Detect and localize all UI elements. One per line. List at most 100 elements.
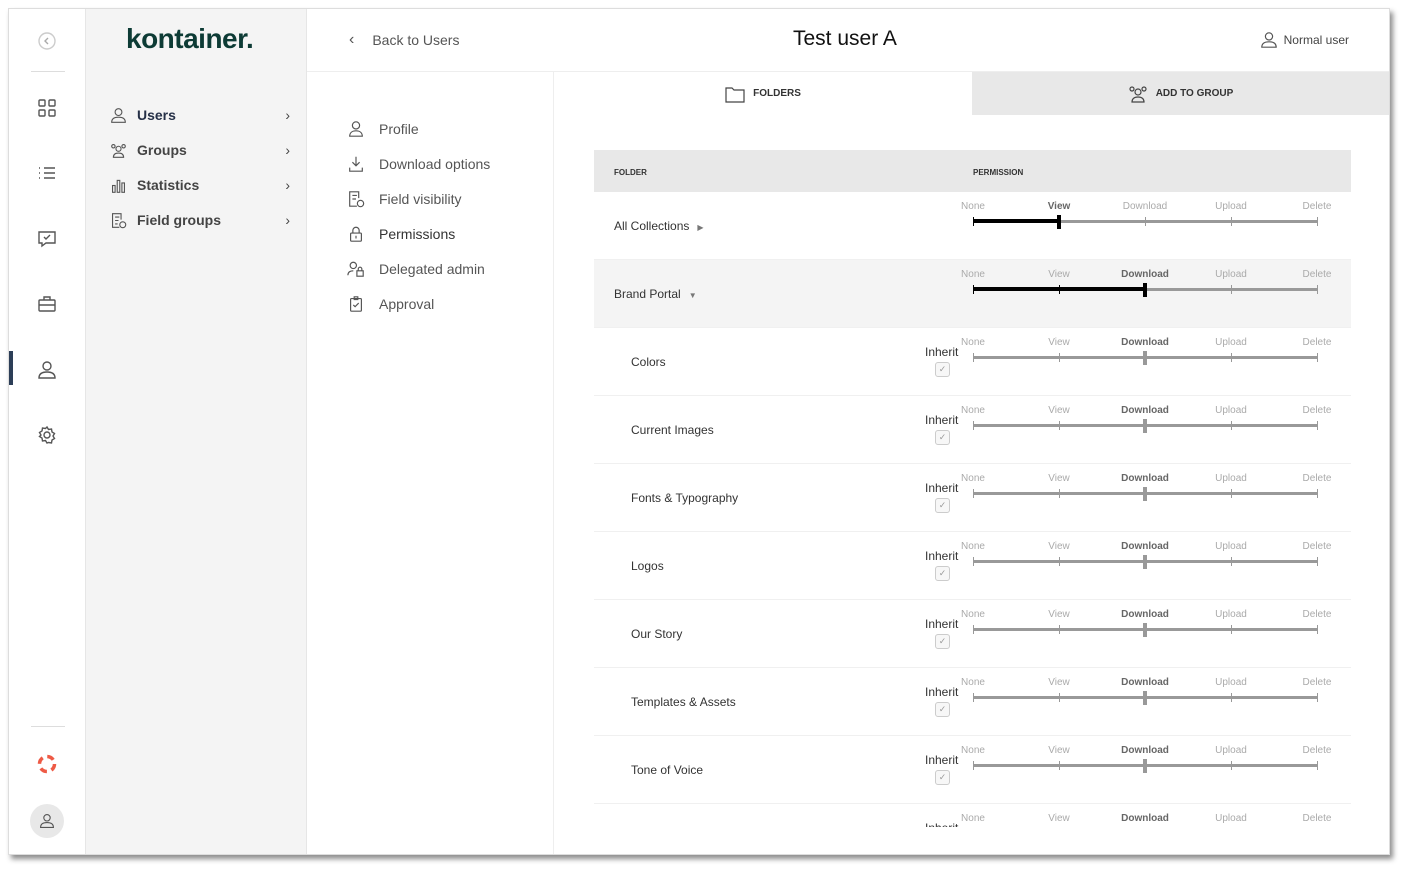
slider-tick [973, 693, 974, 702]
submenu-delegated-admin[interactable]: Delegated admin [347, 258, 485, 280]
level-label: None [961, 269, 985, 280]
submenu-permissions[interactable]: Permissions [347, 223, 455, 245]
slider-tick [973, 285, 974, 294]
slider-tick [1231, 625, 1232, 634]
user-icon[interactable] [35, 358, 59, 382]
permission-slider-thumb[interactable] [1143, 759, 1147, 773]
list-icon[interactable] [35, 161, 59, 185]
level-label: Upload [1215, 269, 1247, 280]
inherit-label: Inherit [925, 821, 958, 827]
level-label: None [961, 201, 985, 212]
sidebar-item-statistics[interactable]: Statistics › [110, 173, 290, 197]
folder-name: Logos [631, 559, 664, 573]
help-lifebuoy-icon[interactable] [35, 752, 59, 776]
chevron-left-icon: ‹ [349, 31, 355, 48]
submenu-download-options[interactable]: Download options [347, 153, 490, 175]
inherit-checkbox[interactable]: ✓ [935, 430, 950, 445]
submenu-approval[interactable]: Approval [347, 293, 434, 315]
permission-slider-thumb[interactable] [1143, 283, 1147, 297]
chevron-right-icon: › [285, 177, 290, 193]
sidebar-item-field-groups[interactable]: Field groups › [110, 208, 290, 232]
folder-label: Brand Portal [614, 287, 681, 301]
permission-slider-thumb[interactable] [1057, 215, 1061, 229]
slider-tick [1317, 285, 1318, 294]
submenu-profile[interactable]: Profile [347, 118, 419, 140]
level-label: Download [1122, 201, 1168, 212]
permission-slider-thumb[interactable] [1143, 623, 1147, 637]
user-type-badge: Normal user [1260, 31, 1349, 49]
inherit-label: Inherit [925, 617, 959, 631]
submenu-label: Delegated admin [379, 261, 485, 277]
slider-tick [1317, 693, 1318, 702]
permission-slider-fill [973, 219, 1059, 223]
permission-slider-thumb[interactable] [1143, 555, 1147, 569]
slider-tick [1231, 421, 1232, 430]
sidebar-item-users[interactable]: Users › [110, 103, 290, 127]
slider-tick [1317, 557, 1318, 566]
slider-tick [1059, 693, 1060, 702]
table-row: Tone of Voice Inherit ✓ None View Download Upl… [594, 736, 1351, 804]
back-to-users-link[interactable]: ‹ Back to Users [349, 31, 459, 49]
submenu-field-visibility[interactable]: Field visibility [347, 188, 461, 210]
kontainer-logo: kontainer. [126, 23, 254, 54]
permission-slider-thumb[interactable] [1143, 487, 1147, 501]
sidebar: kontainer. Users › Groups › Statistics › Fi… [86, 9, 307, 854]
caret-down-icon[interactable]: ▼ [688, 291, 697, 300]
slider-tick [1231, 761, 1232, 770]
inherit-checkbox[interactable]: ✓ [935, 702, 950, 717]
folder-name[interactable]: Brand Portal ▼ [614, 287, 697, 301]
rail-divider [31, 726, 65, 727]
inherit-checkbox[interactable]: ✓ [935, 770, 950, 785]
level-label: None [961, 813, 985, 824]
table-row: Logos Inherit ✓ None View Download Upload Delet… [594, 532, 1351, 600]
folder-label: Our Story [631, 627, 683, 641]
inherit-label: Inherit [925, 345, 959, 359]
permission-slider-thumb[interactable] [1143, 419, 1147, 433]
inherit-checkbox[interactable]: ✓ [935, 362, 950, 377]
level-label: View [1048, 269, 1070, 280]
sidebar-item-groups[interactable]: Groups › [110, 138, 290, 162]
gear-icon[interactable] [35, 423, 59, 447]
sidebar-item-label: Groups [137, 142, 187, 158]
slider-tick [1231, 557, 1232, 566]
lock-icon [350, 226, 362, 242]
level-label: Upload [1215, 541, 1247, 552]
app-window: kontainer. Users › Groups › Statistics › Fi… [8, 8, 1390, 855]
slider-tick [1317, 353, 1318, 362]
permissions-table: FOLDER PERMISSION All Collections ▶ None Vi… [594, 150, 1351, 827]
chat-check-icon[interactable] [35, 227, 59, 251]
folder-name[interactable]: All Collections ▶ [614, 219, 704, 233]
submenu-label: Approval [379, 296, 435, 312]
sidebar-item-label: Users [137, 107, 176, 123]
grid-icon[interactable] [35, 96, 59, 120]
inherit-label: Inherit [925, 481, 959, 495]
page-header: ‹ Back to Users Test user A Normal user [307, 9, 1389, 72]
level-label: Delete [1302, 813, 1332, 824]
level-label: View [1048, 609, 1070, 620]
level-label: View [1048, 337, 1070, 348]
submenu-label: Field visibility [379, 191, 462, 207]
permission-slider-thumb[interactable] [1143, 351, 1147, 365]
user-icon [1260, 32, 1277, 48]
inherit-checkbox[interactable]: ✓ [935, 498, 950, 513]
tab-folders[interactable]: FOLDERS [554, 72, 972, 115]
tab-add-to-group[interactable]: ADD TO GROUP [972, 72, 1389, 115]
user-icon [349, 121, 363, 137]
folder-label: Colors [631, 355, 666, 369]
permission-slider-thumb[interactable] [1143, 691, 1147, 705]
inherit-checkbox[interactable]: ✓ [935, 634, 950, 649]
briefcase-icon[interactable] [35, 292, 59, 316]
level-label: Upload [1215, 473, 1247, 484]
caret-right-icon[interactable]: ▶ [697, 223, 704, 232]
user-submenu: Profile Download options Field visibilit… [307, 72, 554, 854]
tab-bar: FOLDERS ADD TO GROUP [554, 72, 1389, 115]
avatar[interactable] [30, 804, 64, 838]
folder-icon [725, 86, 745, 103]
table-row: Brand Portal ▼ None View Download Upload Delet… [594, 260, 1351, 328]
inherit-checkbox[interactable]: ✓ [935, 566, 950, 581]
level-label: Download [1121, 813, 1169, 824]
collapse-icon[interactable] [35, 29, 59, 53]
slider-tick [973, 557, 974, 566]
table-row: Templates & Assets Inherit ✓ None View Downlo… [594, 668, 1351, 736]
